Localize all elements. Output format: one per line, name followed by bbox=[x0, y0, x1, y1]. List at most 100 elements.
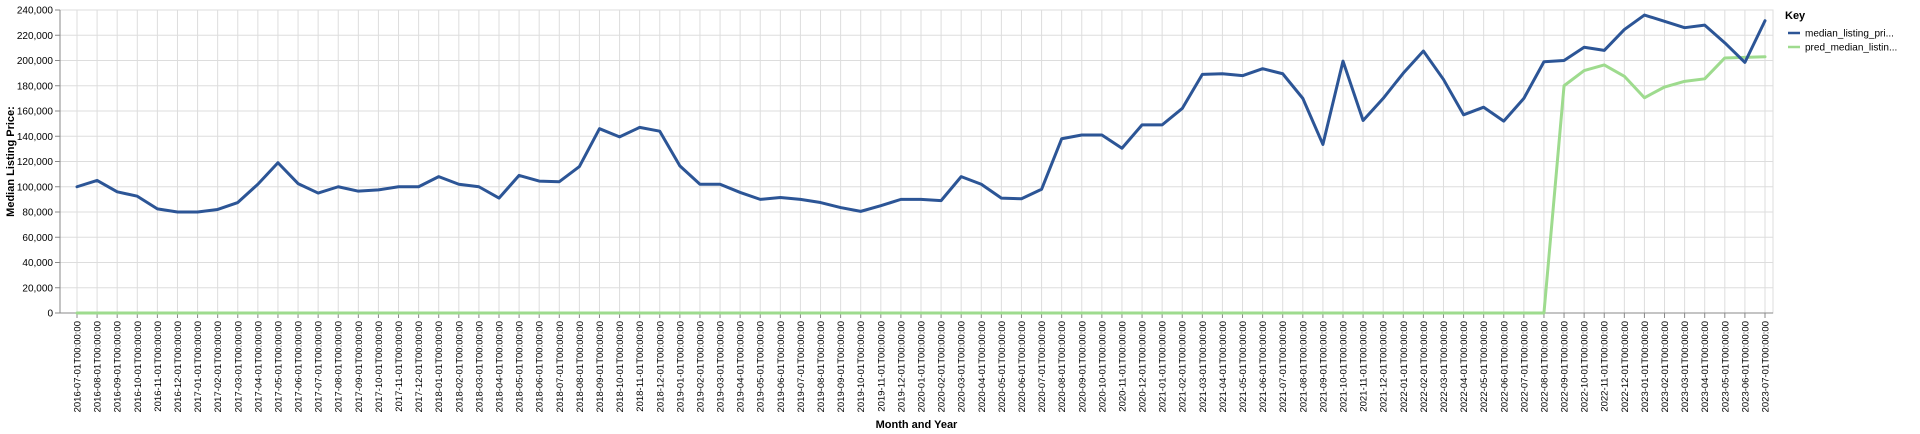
x-tick-label: 2020-05-01T00:00:00 bbox=[997, 321, 1008, 412]
x-tick-label: 2020-12-01T00:00:00 bbox=[1138, 321, 1149, 412]
x-tick-label: 2018-04-01T00:00:00 bbox=[495, 321, 506, 412]
x-tick-label: 2019-01-01T00:00:00 bbox=[675, 321, 686, 412]
y-tick-label: 60,000 bbox=[22, 233, 53, 244]
x-tick-label: 2021-08-01T00:00:00 bbox=[1298, 321, 1309, 412]
x-tick-label: 2017-04-01T00:00:00 bbox=[253, 321, 264, 412]
y-tick-label: 180,000 bbox=[17, 81, 54, 92]
x-tick-label: 2016-08-01T00:00:00 bbox=[93, 321, 104, 412]
x-tick-label: 2021-02-01T00:00:00 bbox=[1178, 321, 1189, 412]
x-tick-label: 2021-12-01T00:00:00 bbox=[1379, 321, 1390, 412]
x-tick-label: 2019-10-01T00:00:00 bbox=[856, 321, 867, 412]
x-tick-label: 2016-11-01T00:00:00 bbox=[153, 321, 164, 412]
x-tick-label: 2016-10-01T00:00:00 bbox=[133, 321, 144, 412]
x-tick-label: 2017-11-01T00:00:00 bbox=[394, 321, 405, 412]
y-tick-label: 20,000 bbox=[22, 283, 53, 294]
x-tick-label: 2018-02-01T00:00:00 bbox=[454, 321, 465, 412]
y-tick-label: 200,000 bbox=[17, 56, 54, 67]
x-tick-label: 2017-02-01T00:00:00 bbox=[213, 321, 224, 412]
x-tick-label: 2022-03-01T00:00:00 bbox=[1439, 321, 1450, 412]
series-line-1 bbox=[75, 13, 1767, 214]
x-tick-label: 2019-08-01T00:00:00 bbox=[816, 321, 827, 412]
x-tick-label: 2021-01-01T00:00:00 bbox=[1158, 321, 1169, 412]
x-tick-label: 2019-11-01T00:00:00 bbox=[876, 321, 887, 412]
y-tick-label: 240,000 bbox=[17, 6, 54, 17]
x-tick-label: 2020-09-01T00:00:00 bbox=[1077, 321, 1088, 412]
x-tick-label: 2021-07-01T00:00:00 bbox=[1278, 321, 1289, 412]
legend-title: Key bbox=[1785, 10, 1806, 22]
x-tick-label: 2020-03-01T00:00:00 bbox=[957, 321, 968, 412]
y-tick-label: 140,000 bbox=[17, 132, 54, 143]
x-tick-label: 2022-06-01T00:00:00 bbox=[1499, 321, 1510, 412]
x-tick-label: 2020-11-01T00:00:00 bbox=[1117, 321, 1128, 412]
x-tick-label: 2021-05-01T00:00:00 bbox=[1238, 321, 1249, 412]
x-tick-label: 2018-12-01T00:00:00 bbox=[655, 321, 666, 412]
x-tick-label: 2023-02-01T00:00:00 bbox=[1660, 321, 1671, 412]
x-tick-label: 2022-05-01T00:00:00 bbox=[1479, 321, 1490, 412]
x-tick-label: 2019-05-01T00:00:00 bbox=[756, 321, 767, 412]
x-tick-label: 2022-08-01T00:00:00 bbox=[1539, 321, 1550, 412]
x-tick-label: 2018-06-01T00:00:00 bbox=[535, 321, 546, 412]
x-tick-label: 2017-12-01T00:00:00 bbox=[414, 321, 425, 412]
x-tick-label: 2017-07-01T00:00:00 bbox=[314, 321, 325, 412]
y-tick-label: 220,000 bbox=[17, 31, 54, 42]
gridlines bbox=[59, 9, 1774, 314]
x-tick-label: 2022-02-01T00:00:00 bbox=[1419, 321, 1430, 412]
x-tick-label: 2018-08-01T00:00:00 bbox=[575, 321, 586, 412]
legend-label: median_listing_pri... bbox=[1805, 29, 1894, 40]
x-tick-label: 2017-08-01T00:00:00 bbox=[334, 321, 345, 412]
x-tick-label: 2022-10-01T00:00:00 bbox=[1580, 321, 1591, 412]
x-tick-label: 2018-11-01T00:00:00 bbox=[635, 321, 646, 412]
x-tick-label: 2021-06-01T00:00:00 bbox=[1258, 321, 1269, 412]
x-tick-label: 2019-04-01T00:00:00 bbox=[736, 321, 747, 412]
x-tick-label: 2020-10-01T00:00:00 bbox=[1097, 321, 1108, 412]
x-tick-label: 2019-06-01T00:00:00 bbox=[776, 321, 787, 412]
x-tick-label: 2017-09-01T00:00:00 bbox=[354, 321, 365, 412]
x-tick-label: 2023-05-01T00:00:00 bbox=[1720, 321, 1731, 412]
x-tick-label: 2022-12-01T00:00:00 bbox=[1620, 321, 1631, 412]
x-tick-label: 2021-04-01T00:00:00 bbox=[1218, 321, 1229, 412]
x-axis-ticks: 2016-07-01T00:00:00 2016-08-01T00:00:00 20… bbox=[60, 312, 1773, 412]
x-tick-label: 2017-03-01T00:00:00 bbox=[233, 321, 244, 412]
x-tick-label: 2022-09-01T00:00:00 bbox=[1560, 321, 1571, 412]
x-tick-label: 2018-07-01T00:00:00 bbox=[555, 321, 566, 412]
x-tick-label: 2020-07-01T00:00:00 bbox=[1037, 321, 1048, 412]
series-lines bbox=[75, 13, 1767, 315]
x-tick-label: 2018-01-01T00:00:00 bbox=[434, 321, 445, 412]
x-tick-label: 2018-03-01T00:00:00 bbox=[474, 321, 485, 412]
x-tick-label: 2020-02-01T00:00:00 bbox=[937, 321, 948, 412]
y-tick-label: 40,000 bbox=[22, 258, 53, 269]
x-tick-label: 2020-01-01T00:00:00 bbox=[917, 321, 928, 412]
series-line-2 bbox=[75, 55, 1767, 315]
x-tick-label: 2016-12-01T00:00:00 bbox=[173, 321, 184, 412]
y-axis-ticks: 0 20,000 40,000 60,000 80,000 100,000 120,000 1… bbox=[17, 6, 61, 320]
x-axis-title: Month and Year bbox=[876, 419, 958, 431]
x-tick-label: 2016-09-01T00:00:00 bbox=[113, 321, 124, 412]
x-tick-label: 2019-02-01T00:00:00 bbox=[695, 321, 706, 412]
x-tick-label: 2016-07-01T00:00:00 bbox=[73, 321, 84, 412]
y-tick-label: 120,000 bbox=[17, 157, 54, 168]
x-tick-label: 2021-10-01T00:00:00 bbox=[1339, 321, 1350, 412]
x-tick-label: 2020-08-01T00:00:00 bbox=[1057, 321, 1068, 412]
x-tick-label: 2022-01-01T00:00:00 bbox=[1399, 321, 1410, 412]
x-tick-label: 2020-06-01T00:00:00 bbox=[1017, 321, 1028, 412]
x-tick-label: 2019-09-01T00:00:00 bbox=[836, 321, 847, 412]
x-tick-label: 2019-12-01T00:00:00 bbox=[896, 321, 907, 412]
x-tick-label: 2017-01-01T00:00:00 bbox=[193, 321, 204, 412]
y-axis-title: Median Listing Price: bbox=[5, 106, 17, 217]
x-tick-label: 2021-03-01T00:00:00 bbox=[1198, 321, 1209, 412]
x-tick-label: 2021-11-01T00:00:00 bbox=[1359, 321, 1370, 412]
x-tick-label: 2018-05-01T00:00:00 bbox=[515, 321, 526, 412]
x-tick-label: 2023-04-01T00:00:00 bbox=[1700, 321, 1711, 412]
x-tick-label: 2019-03-01T00:00:00 bbox=[716, 321, 727, 412]
x-tick-label: 2018-10-01T00:00:00 bbox=[615, 321, 626, 412]
y-tick-label: 80,000 bbox=[22, 208, 53, 219]
y-tick-label: 0 bbox=[47, 309, 53, 320]
y-tick-label: 100,000 bbox=[17, 182, 54, 193]
x-tick-label: 2022-04-01T00:00:00 bbox=[1459, 321, 1470, 412]
x-tick-label: 2018-09-01T00:00:00 bbox=[595, 321, 606, 412]
legend: Key median_listing_pri... pred_median_lis… bbox=[1785, 10, 1897, 54]
x-tick-label: 2023-03-01T00:00:00 bbox=[1680, 321, 1691, 412]
x-tick-label: 2017-05-01T00:00:00 bbox=[273, 321, 284, 412]
x-tick-label: 2019-07-01T00:00:00 bbox=[796, 321, 807, 412]
